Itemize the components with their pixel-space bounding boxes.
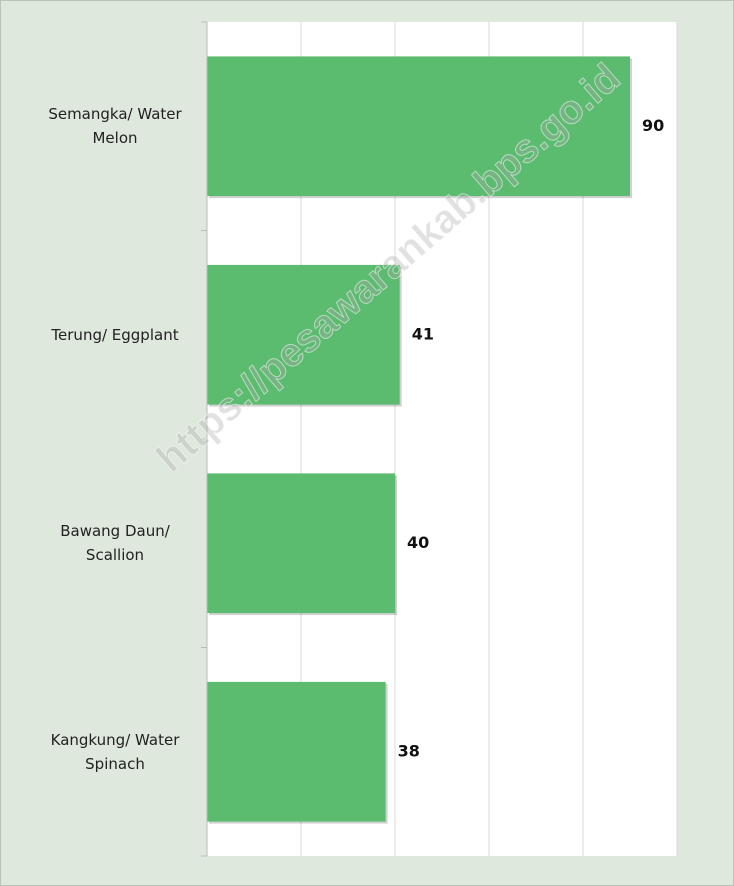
bar: [207, 473, 395, 614]
bar: [207, 264, 400, 405]
data-label: 40: [407, 533, 429, 552]
data-label: 90: [642, 116, 664, 135]
data-label: 41: [412, 324, 434, 343]
data-label: 38: [398, 741, 420, 760]
category-label-box: Bawang Daun/ Scallion: [60, 522, 170, 565]
y-tick-label: Kangkung/ Water Spinach: [50, 730, 180, 773]
bar: [207, 56, 630, 197]
y-tick-label: Terung/ Eggplant: [51, 325, 179, 344]
category-label-box: Kangkung/ Water Spinach: [50, 730, 180, 773]
category-label-box: Semangka/ Water Melon: [48, 105, 182, 148]
bar: [207, 681, 386, 822]
category-label-box: Terung/ Eggplant: [51, 325, 179, 344]
y-tick-label: Bawang Daun/ Scallion: [60, 522, 170, 565]
y-tick-label: Semangka/ Water Melon: [48, 105, 182, 148]
